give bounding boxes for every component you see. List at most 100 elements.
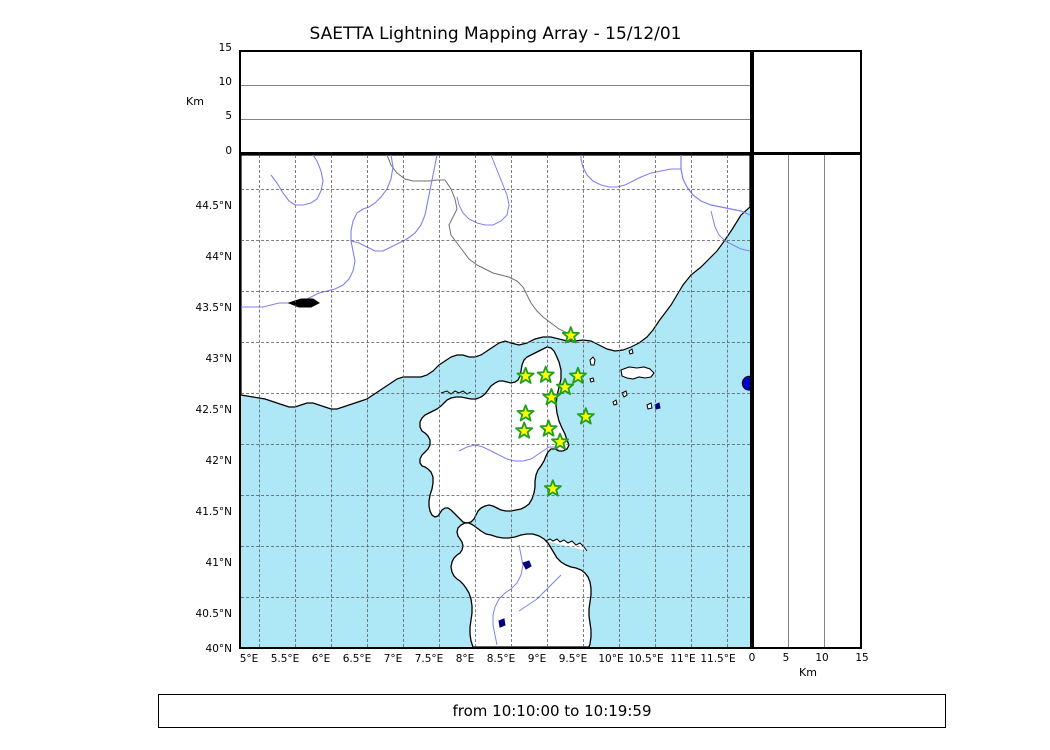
mapgrid-lon-6 <box>331 155 332 647</box>
tick-lat-40: 40°N <box>205 643 232 655</box>
coastline-capraia <box>589 356 596 366</box>
lma-station-marker[interactable] <box>536 365 555 383</box>
tick-lon-7: 7°E <box>383 653 403 665</box>
mapgrid-lat-40.5 <box>241 597 750 598</box>
tick-lon-9: 9°E <box>527 653 547 665</box>
tick-lat-44.5: 44.5°N <box>195 200 232 212</box>
mapgrid-lon-8.5 <box>511 155 512 647</box>
river-sardinia-1 <box>492 544 524 646</box>
gridline-alt-5 <box>241 119 750 120</box>
mapgrid-lat-44 <box>241 240 750 241</box>
tick-lat-44: 44°N <box>205 251 232 263</box>
tick-lat-40.5: 40.5°N <box>195 608 232 620</box>
mapgrid-lon-10 <box>619 155 620 647</box>
tick-right-10: 10 <box>815 652 829 664</box>
lake-sardinia-1 <box>522 560 532 570</box>
lma-station-marker[interactable] <box>515 421 534 439</box>
tick-lon-11: 11°E <box>670 653 696 665</box>
tick-top-5: 5 <box>225 110 232 122</box>
coastline-pianosa <box>621 390 628 398</box>
mapgrid-lon-6.5 <box>367 155 368 647</box>
lma-station-marker[interactable] <box>556 377 575 396</box>
coastline-sardinia <box>450 522 592 647</box>
lake-etang-berre <box>287 298 320 308</box>
latitude-vs-altitude-panel[interactable] <box>752 153 862 649</box>
altitude-vs-longitude-panel[interactable] <box>239 50 752 154</box>
coastline-montecristo <box>612 399 618 406</box>
lma-station-marker[interactable] <box>516 366 535 384</box>
tick-top-0: 0 <box>225 145 232 157</box>
right-panel-xlabel: Km <box>799 666 817 679</box>
tick-lon-5.5: 5.5°E <box>270 653 300 665</box>
border-france-italy <box>444 179 576 338</box>
mapgrid-lat-44.5 <box>241 189 750 190</box>
lma-station-marker[interactable] <box>576 407 595 425</box>
map-geography <box>241 155 750 647</box>
tick-lon-6.5: 6.5°E <box>342 653 372 665</box>
lma-station-marker[interactable] <box>539 419 558 437</box>
tick-lon-10: 10°E <box>598 653 624 665</box>
coastline-sardinia-ne <box>545 538 588 552</box>
top-panel-ylabel: Km <box>186 95 204 108</box>
tick-lon-11.5: 11.5°E <box>700 653 736 665</box>
mapgrid-lon-11.5 <box>727 155 728 647</box>
lightning-source-marker[interactable] <box>741 375 750 391</box>
mapgrid-lat-42 <box>241 444 750 445</box>
river-durance <box>350 155 438 252</box>
tick-lat-41: 41°N <box>205 557 232 569</box>
tick-right-5: 5 <box>782 652 790 664</box>
river-po-2 <box>580 155 681 188</box>
tick-lat-43: 43°N <box>205 353 232 365</box>
lma-station-marker[interactable] <box>543 479 562 497</box>
river-sardinia-2 <box>518 574 562 612</box>
tick-lat-42: 42°N <box>205 455 232 467</box>
coastline-elba <box>620 366 655 380</box>
map-canvas <box>241 155 750 647</box>
time-range-status-bar: from 10:10:00 to 10:19:59 <box>158 694 946 728</box>
river-tanaro <box>710 210 750 252</box>
lma-station-marker[interactable] <box>516 404 535 422</box>
lma-station-marker[interactable] <box>561 326 580 344</box>
mapgrid-lat-42.5 <box>241 393 750 394</box>
tick-lat-41.5: 41.5°N <box>195 506 232 518</box>
mapgrid-lon-7.5 <box>439 155 440 647</box>
page-title: SAETTA Lightning Mapping Array - 15/12/0… <box>309 24 682 44</box>
mapgrid-lat-41.5 <box>241 495 750 496</box>
mapgrid-lon-9.5 <box>583 155 584 647</box>
mapgrid-lon-11 <box>691 155 692 647</box>
river-saone <box>270 155 324 206</box>
river-north <box>456 155 510 226</box>
mapgrid-lon-5.5 <box>295 155 296 647</box>
status-text: from 10:10:00 to 10:19:59 <box>452 702 652 720</box>
tick-lat-43.5: 43.5°N <box>195 302 232 314</box>
tick-lon-5: 5°E <box>239 653 259 665</box>
tick-right-15: 15 <box>855 652 869 664</box>
altitude-histogram-panel[interactable] <box>752 50 862 154</box>
gridline-km-5 <box>788 155 789 647</box>
lake-sardinia-2 <box>498 618 506 628</box>
tick-top-15: 15 <box>218 42 232 54</box>
mapgrid-lat-43.5 <box>241 291 750 292</box>
mapgrid-lon-8 <box>475 155 476 647</box>
lma-station-marker[interactable] <box>551 432 570 450</box>
tick-lon-7.5: 7.5°E <box>414 653 444 665</box>
gridline-km-10 <box>824 155 825 647</box>
tick-top-10: 10 <box>218 76 232 88</box>
mapgrid-lon-10.5 <box>655 155 656 647</box>
coastline-small-isle-a <box>589 377 595 383</box>
tick-lon-9.5: 9.5°E <box>558 653 588 665</box>
tick-lon-10.5: 10.5°E <box>628 653 664 665</box>
mapgrid-lon-5 <box>259 155 260 647</box>
tick-lon-6: 6°E <box>311 653 331 665</box>
marker-layer[interactable] <box>241 155 750 647</box>
tick-lon-8: 8°E <box>455 653 475 665</box>
coastline-gorgona <box>628 348 634 355</box>
lma-station-marker[interactable] <box>568 366 587 384</box>
lightning-map-panel[interactable] <box>239 153 752 649</box>
mapgrid-lat-41 <box>241 546 750 547</box>
lma-station-marker[interactable] <box>542 388 561 406</box>
tick-lon-8.5: 8.5°E <box>486 653 516 665</box>
coastline-giglio <box>646 402 653 410</box>
coastline-corsica <box>419 346 570 524</box>
